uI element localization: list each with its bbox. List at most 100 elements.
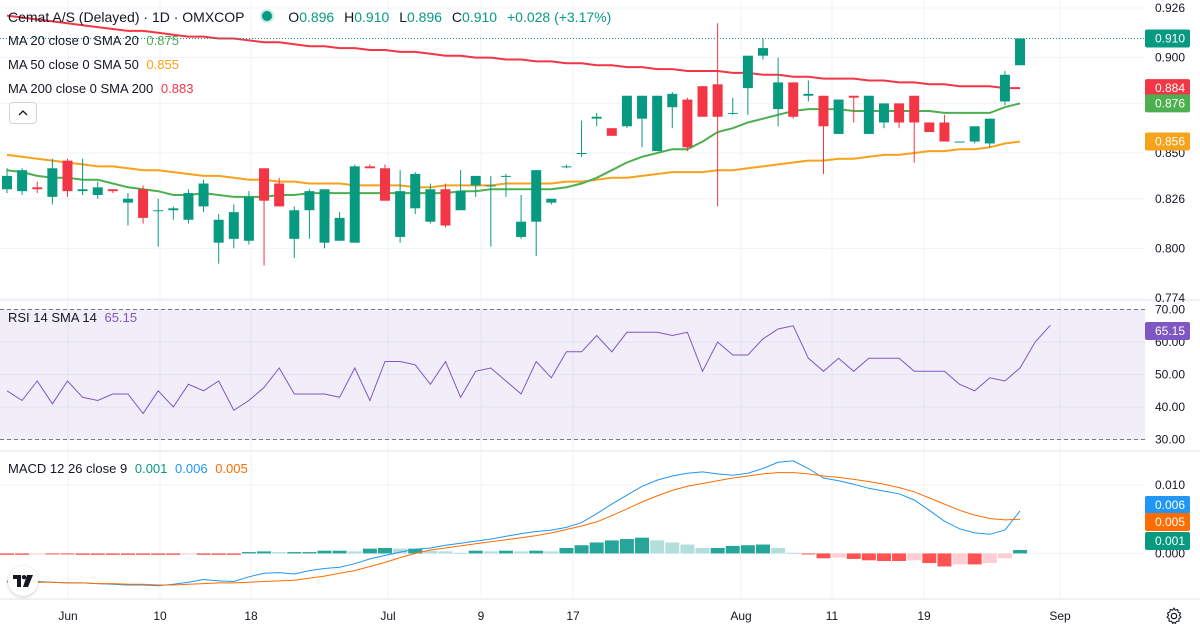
macd-histogram-bar <box>846 553 861 559</box>
macd-hist-value: 0.001 <box>134 461 168 476</box>
price-axis-label-bg <box>1145 132 1190 151</box>
candle-body <box>546 198 557 203</box>
pane-separators <box>0 299 1200 600</box>
signal-axis-label-text: 0.005 <box>1155 515 1185 529</box>
rsi-tick-label: 30.00 <box>1155 433 1185 447</box>
candle-body <box>243 196 254 241</box>
gear-icon[interactable] <box>1164 606 1184 626</box>
candle-body <box>500 175 511 177</box>
candle-body <box>878 103 889 123</box>
macd-histogram-bar <box>756 544 770 554</box>
price-axis-label: 0.910 <box>1145 29 1190 48</box>
macd-histogram-bar <box>15 553 30 555</box>
macd-histogram-bar <box>498 550 513 554</box>
candle-body <box>425 189 436 222</box>
high-label: H <box>344 9 355 25</box>
price-tick-label: 0.900 <box>1155 51 1185 65</box>
price-tick-label: 0.826 <box>1155 192 1185 206</box>
candle-body <box>863 95 874 134</box>
candle-body <box>621 95 632 127</box>
candle-body <box>32 187 43 190</box>
macd-histogram-bar <box>937 553 952 567</box>
candle-body <box>410 173 421 209</box>
ma200-legend-value: 0.883 <box>160 81 194 96</box>
macd-histogram-bar <box>907 553 922 561</box>
candle-body <box>380 168 390 201</box>
macd-histogram-bar <box>226 553 241 555</box>
candle-body <box>924 122 935 133</box>
macd-histogram-bar <box>635 537 650 554</box>
ma20-legend-value: 0.875 <box>146 33 179 48</box>
ma20-legend[interactable]: MA 20 close 0 SMA 20 0.875 <box>8 33 183 48</box>
time-tick-label: 11 <box>826 609 839 623</box>
macd-histogram-bar <box>544 551 559 554</box>
macd-histogram-bar <box>120 553 135 555</box>
candle-body <box>77 189 88 192</box>
low-label: L <box>399 9 407 25</box>
macd-histogram-bar <box>967 553 982 565</box>
ma200-legend-text: MA 200 close 0 SMA 200 <box>8 81 154 96</box>
ma200-legend[interactable]: MA 200 close 0 SMA 200 0.883 <box>8 81 197 96</box>
candle-body <box>833 99 844 134</box>
macd-histogram-bar <box>317 550 332 554</box>
candle-body <box>939 122 950 142</box>
macd-histogram-bar <box>725 545 740 554</box>
macd-histogram-bar <box>257 551 272 554</box>
tradingview-logo-icon <box>13 575 33 587</box>
macd-histogram-bar <box>196 553 211 555</box>
candle-body <box>455 191 466 211</box>
ma50-legend-text: MA 50 close 0 SMA 50 <box>8 57 139 72</box>
rsi-tick-label: 70.00 <box>1155 303 1185 317</box>
candle-body <box>153 210 164 212</box>
candle-body <box>440 189 451 226</box>
macd-histogram-bar <box>771 547 786 554</box>
time-tick-label: 10 <box>153 609 167 623</box>
macd-histogram-bar <box>438 551 453 554</box>
price-tick-label: 0.800 <box>1155 241 1185 255</box>
macd-histogram-bar <box>861 553 876 561</box>
symbol-title[interactable]: Cemat A/S (Delayed) · 1D · OMXCOP <box>8 9 245 25</box>
candle-body <box>909 95 920 123</box>
macd-histogram-bar <box>166 553 181 555</box>
candle-body <box>198 183 209 207</box>
rsi-legend[interactable]: RSI 14 SMA 14 65.15 <box>8 310 141 325</box>
ma50-legend-value: 0.855 <box>146 57 179 72</box>
candle-body <box>999 74 1010 102</box>
time-axis[interactable]: Jun 10 18 Jul 9 17 Aug 11 19 Sep <box>58 609 1071 623</box>
macd-histogram-bar <box>75 553 90 555</box>
ma20-line <box>6 102 1021 198</box>
symbol-header: Cemat A/S (Delayed) · 1D · OMXCOP O 0.896… <box>8 9 617 25</box>
macd-histogram-bar <box>816 553 831 559</box>
candle-body <box>334 217 345 241</box>
macd-histogram-bar <box>1013 550 1028 554</box>
macd-legend[interactable]: MACD 12 26 close 9 0.001 0.006 0.005 <box>8 461 252 476</box>
rsi-pane <box>6 324 1051 415</box>
candle-body <box>758 48 768 56</box>
tradingview-logo[interactable] <box>8 566 38 596</box>
rsi-legend-text: RSI 14 SMA 14 <box>8 310 97 325</box>
macd-histogram-bar <box>695 547 710 554</box>
rsi-band-fill <box>0 309 1145 440</box>
macd-pane <box>0 460 1028 587</box>
ma50-line <box>6 140 1021 189</box>
candle-body <box>122 198 133 203</box>
open-label: O <box>288 9 300 25</box>
macd-histogram-bar <box>514 551 529 554</box>
macd-histogram-bar <box>665 542 680 554</box>
candle-body <box>138 189 149 218</box>
candle-body <box>183 193 194 220</box>
time-tick-label: 17 <box>566 609 580 623</box>
low-value: 0.896 <box>406 9 443 25</box>
close-label: C <box>451 9 463 25</box>
ma20-legend-text: MA 20 close 0 SMA 20 <box>8 33 139 48</box>
collapse-legend-button[interactable] <box>9 102 37 124</box>
rsi-tick-label: 50.00 <box>1155 368 1185 382</box>
market-status-dot[interactable] <box>260 9 275 23</box>
ma50-legend[interactable]: MA 50 close 0 SMA 50 0.855 <box>8 57 183 72</box>
price-axis-label-bg <box>1145 29 1190 48</box>
candle-body <box>47 168 58 197</box>
price-axis-label-text: 0.910 <box>1155 32 1185 46</box>
macd-histogram-bar <box>362 548 377 554</box>
candle-body <box>349 166 360 243</box>
